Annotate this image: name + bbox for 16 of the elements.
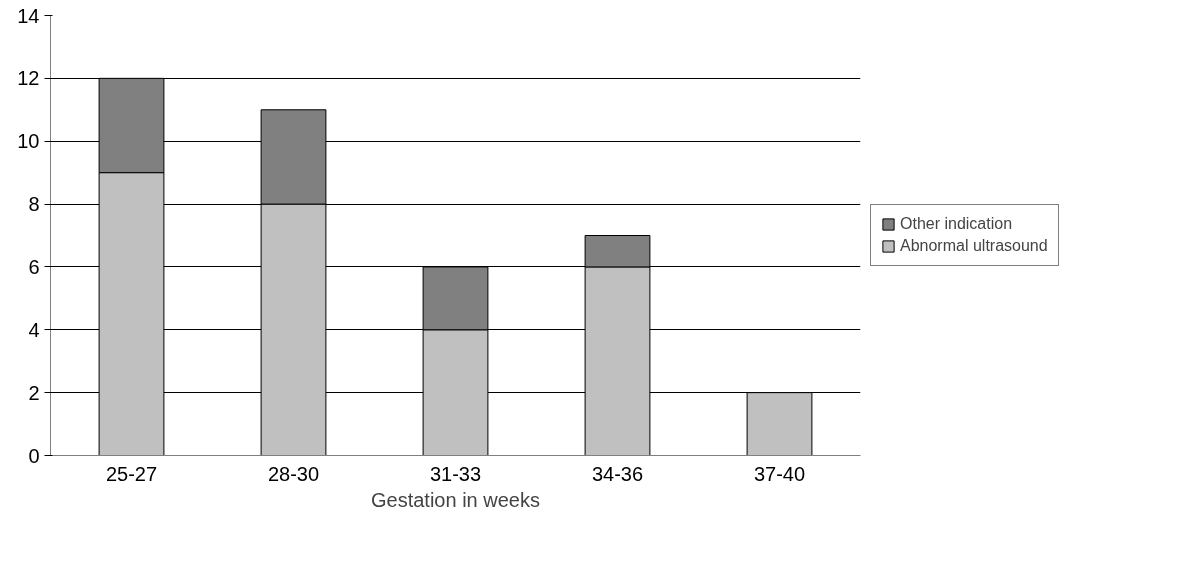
x-tick-label: 31-33 [429, 462, 482, 485]
y-tick-label: 12 [17, 67, 40, 90]
x-tick-label: 37-40 [753, 462, 806, 485]
x-tick-label: 25-27 [105, 462, 158, 485]
y-tick-label: 14 [17, 4, 40, 27]
legend-label: Abnormal ultrasound [900, 237, 1048, 255]
legend-label: Other indication [900, 215, 1013, 233]
x-tick-label: 34-36 [591, 462, 644, 485]
y-tick-label: 2 [28, 381, 40, 404]
x-axis-title: Gestation in weeks [371, 488, 540, 511]
y-tick-label: 6 [28, 255, 40, 278]
y-tick-label: 4 [28, 318, 40, 341]
y-tick-label: 8 [28, 193, 40, 216]
x-tick-label: 28-30 [267, 462, 320, 485]
y-tick-label: 0 [28, 444, 40, 467]
y-tick-label: 10 [17, 130, 40, 153]
